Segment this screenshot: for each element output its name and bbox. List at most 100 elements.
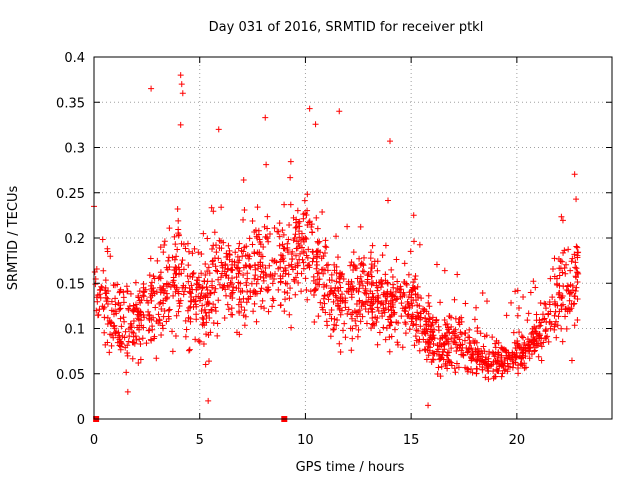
data-point [259,262,266,269]
data-point [319,209,326,216]
data-point [179,257,186,264]
data-point [542,301,549,308]
data-point [241,322,248,329]
data-point [202,260,209,267]
data-point [539,311,546,318]
data-point [243,243,250,250]
data-point [382,304,389,311]
data-point [165,307,172,314]
data-point [269,303,276,310]
data-point [204,235,211,242]
data-point [328,271,335,278]
data-point [401,260,408,267]
data-point [241,307,248,314]
data-point [314,270,321,277]
data-point [291,235,298,242]
data-point [566,290,573,297]
data-point [192,336,199,343]
data-point [425,299,432,306]
data-point [435,364,442,371]
data-point [108,307,115,314]
data-point [173,265,180,272]
data-point [330,326,337,333]
data-point [535,353,542,360]
data-point [549,294,556,301]
data-point [138,322,145,329]
data-point [284,290,291,297]
data-point [498,344,505,351]
data-point [198,308,205,315]
data-point [222,261,229,268]
data-point [102,290,109,297]
data-point [282,280,289,287]
data-point [227,293,234,300]
data-point [244,270,251,277]
data-point [104,339,111,346]
data-point [141,314,148,321]
data-point [206,315,213,322]
data-point [393,295,400,302]
data-point [452,369,459,376]
data-point [285,262,292,269]
data-point [435,323,442,330]
data-point [361,268,368,275]
data-point [157,244,164,251]
data-points [91,72,582,422]
x-tick-label: 0 [90,433,98,448]
data-point [285,271,292,278]
data-point [121,318,128,325]
data-point [145,327,152,334]
data-point [485,376,492,383]
data-point [359,299,366,306]
data-point [266,262,273,269]
data-point [111,325,118,332]
data-point [304,207,311,214]
data-point [559,258,566,265]
data-point [195,337,202,344]
data-point [549,265,556,272]
data-point [394,278,401,285]
data-point [425,292,432,299]
data-point [107,253,114,260]
data-point [327,333,334,340]
data-point [179,90,186,97]
data-point [423,356,430,363]
data-point [258,303,265,310]
data-point [282,296,289,303]
data-point [384,279,391,286]
data-point [404,298,411,305]
data-point [537,300,544,307]
data-point [199,302,206,309]
data-point [235,264,242,271]
data-point [391,326,398,333]
data-point [234,253,241,260]
data-point [521,341,528,348]
y-tick-label: 0.3 [64,142,85,157]
data-point [189,273,196,280]
data-point [392,288,399,295]
data-point [211,289,218,296]
data-point [398,300,405,307]
data-point [379,252,386,259]
data-point [370,280,377,287]
data-point [257,241,264,248]
data-point [545,338,552,345]
data-point [99,236,106,243]
data-point [502,356,509,363]
data-point [171,233,178,240]
data-point [301,197,308,204]
data-point [101,329,108,336]
data-point [121,334,128,341]
data-point [362,285,369,292]
data-point [189,250,196,257]
data-point [246,235,253,242]
data-point [125,305,132,312]
data-point [429,319,436,326]
data-point [265,238,272,245]
data-point [337,284,344,291]
data-point [108,342,115,349]
data-point [453,360,460,367]
data-point [135,316,142,323]
data-point [160,300,167,307]
data-point [342,299,349,306]
